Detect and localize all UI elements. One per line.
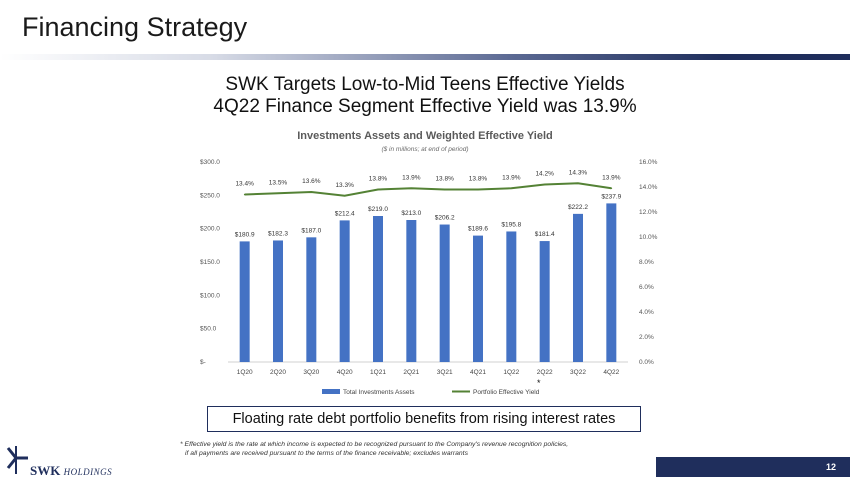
- bar: [339, 220, 350, 362]
- legend-bar-label: Total Investments Assets: [343, 389, 415, 396]
- yield-data-label: 13.9%: [602, 174, 621, 181]
- yield-data-label: 13.8%: [435, 176, 454, 183]
- logo-sub: HOLDINGS: [63, 467, 113, 477]
- bar: [606, 203, 617, 362]
- bar-data-label: $182.3: [268, 230, 288, 237]
- bar-data-label: $180.9: [235, 231, 255, 238]
- right-tick-label: 2.0%: [639, 334, 654, 341]
- chart-title: Investments Assets and Weighted Effectiv…: [297, 130, 553, 142]
- left-tick-label: $200.0: [200, 226, 220, 233]
- right-tick-label: 4.0%: [639, 309, 654, 316]
- legend-bar-swatch: [322, 389, 340, 394]
- category-label: 4Q20: [337, 369, 353, 376]
- yield-data-label: 13.8%: [469, 176, 488, 183]
- category-label: 1Q20: [237, 369, 253, 376]
- callout-box: Floating rate debt portfolio benefits fr…: [207, 406, 641, 432]
- yield-data-label: 14.3%: [569, 169, 588, 176]
- bar: [373, 216, 383, 362]
- bar-data-label: $219.0: [368, 206, 388, 213]
- category-label: 3Q20: [303, 369, 319, 376]
- yield-data-label: 13.8%: [369, 176, 388, 183]
- category-label: 3Q21: [437, 369, 453, 376]
- headline-line-1: SWK Targets Low-to-Mid Teens Effective Y…: [225, 74, 625, 95]
- yield-point: [543, 183, 546, 186]
- left-tick-label: $300.0: [200, 159, 220, 166]
- logo-main: SWK: [30, 463, 61, 478]
- chart-subtitle: ($ in millions; at end of period): [381, 146, 469, 153]
- bar-data-label: $237.9: [601, 193, 621, 200]
- bar: [406, 220, 417, 362]
- yield-point: [310, 191, 313, 193]
- yield-point: [377, 188, 379, 191]
- category-label: 2Q22: [537, 369, 553, 376]
- yield-data-label: 13.5%: [269, 179, 288, 186]
- bar: [506, 231, 517, 362]
- bar: [473, 235, 483, 362]
- bar: [439, 224, 450, 362]
- yield-point: [610, 187, 613, 190]
- yield-point: [243, 193, 246, 196]
- bar-data-label: $187.0: [301, 227, 321, 234]
- bar: [539, 241, 550, 362]
- category-label: 2Q20: [270, 369, 286, 376]
- yield-point: [510, 187, 513, 190]
- yield-point: [410, 187, 413, 190]
- legend-line-label: Portfolio Effective Yield: [473, 389, 540, 396]
- yield-point: [477, 188, 479, 191]
- left-tick-label: $50.0: [200, 326, 217, 333]
- bar-data-label: $181.4: [535, 231, 555, 238]
- category-label: 1Q22: [503, 369, 519, 376]
- yield-point: [277, 192, 279, 195]
- category-label: 4Q22: [603, 369, 619, 376]
- bar: [306, 237, 317, 362]
- category-label: 3Q22: [570, 369, 586, 376]
- headline-line-2: 4Q22 Finance Segment Effective Yield was…: [213, 96, 637, 117]
- yield-data-label: 13.4%: [235, 181, 254, 188]
- left-tick-label: $100.0: [200, 292, 220, 299]
- yield-data-label: 13.6%: [302, 178, 321, 185]
- callout-text: Floating rate debt portfolio benefits fr…: [232, 411, 616, 427]
- yield-point: [343, 194, 346, 197]
- bar-data-label: $222.2: [568, 204, 588, 211]
- bar-data-label: $206.2: [435, 215, 455, 222]
- yield-data-label: 13.3%: [335, 182, 354, 189]
- bar-data-label: $195.8: [501, 221, 521, 228]
- bar-data-label: $212.4: [335, 210, 355, 217]
- yield-data-label: 13.9%: [502, 174, 521, 181]
- yield-point: [577, 182, 579, 185]
- right-tick-label: 8.0%: [639, 259, 654, 266]
- right-tick-label: 6.0%: [639, 284, 654, 291]
- left-tick-label: $250.0: [200, 192, 220, 199]
- legend-asterisk: *: [537, 378, 541, 388]
- bar: [239, 241, 250, 362]
- yield-line: [244, 182, 612, 197]
- footnote-line-1: * Effective yield is the rate at which i…: [180, 441, 569, 448]
- yield-data-label: 13.9%: [402, 174, 421, 181]
- bar-data-label: $189.6: [468, 226, 488, 233]
- bar: [573, 213, 583, 362]
- bar-data-label: $213.0: [401, 210, 421, 217]
- footnote-line-2: if all payments are received pursuant to…: [185, 450, 468, 457]
- right-tick-label: 10.0%: [639, 234, 658, 241]
- logo-text: SWK HOLDINGS: [30, 463, 112, 479]
- bar: [273, 240, 283, 362]
- left-tick-label: $150.0: [200, 259, 220, 266]
- right-tick-label: 12.0%: [639, 209, 658, 216]
- swk-logo-icon: [6, 446, 28, 474]
- footer-band: 12: [656, 457, 850, 477]
- page-title: Financing Strategy: [22, 12, 248, 42]
- page-number: 12: [825, 462, 836, 472]
- title-divider: [0, 54, 850, 60]
- right-tick-label: 0.0%: [639, 359, 654, 366]
- category-label: 1Q21: [370, 369, 386, 376]
- yield-point: [443, 188, 446, 191]
- category-label: 4Q21: [470, 369, 486, 376]
- left-tick-label: $-: [200, 359, 206, 366]
- right-tick-label: 16.0%: [639, 159, 658, 166]
- right-tick-label: 14.0%: [639, 184, 658, 191]
- yield-data-label: 14.2%: [535, 171, 554, 178]
- category-label: 2Q21: [403, 369, 419, 376]
